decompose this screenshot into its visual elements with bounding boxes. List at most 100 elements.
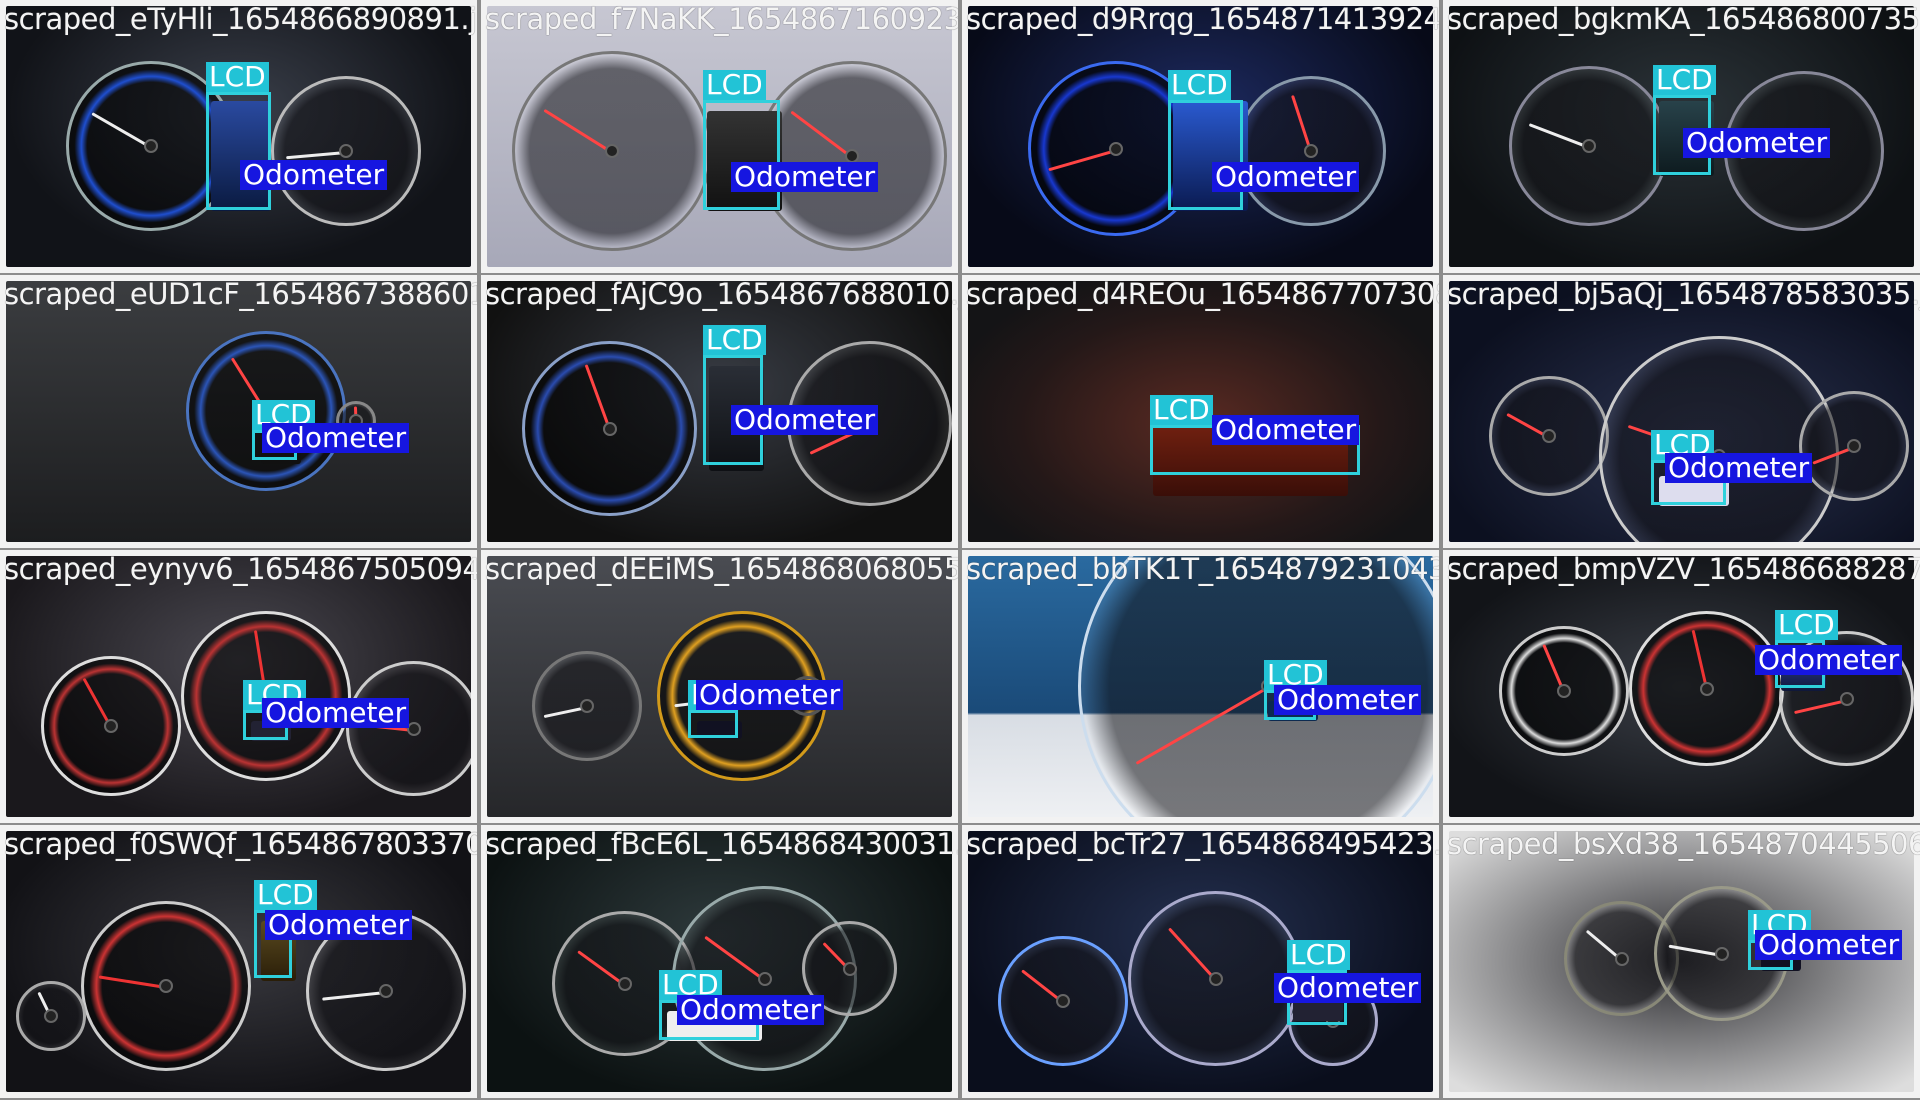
lcd-bounding-box	[688, 710, 738, 738]
lcd-bounding-box	[1168, 100, 1243, 210]
grid-tile: scraped_fAjC9o_1654867688010.jpg LCD Odome…	[481, 275, 958, 548]
dashboard-photo	[1449, 831, 1914, 1092]
gauge-hub	[1847, 439, 1861, 453]
odometer-label: Odometer	[731, 405, 879, 435]
gauge-hub	[1714, 946, 1729, 961]
gauge-dial	[346, 661, 471, 796]
odometer-label: Odometer	[1683, 128, 1831, 158]
lcd-label: LCD	[1150, 395, 1213, 425]
gauge-dial	[1236, 76, 1386, 226]
odometer-label: Odometer	[1212, 162, 1360, 192]
grid-tile: scraped_fBcE6L_1654868430031.jpg LCD Odome…	[481, 825, 958, 1098]
dashboard-photo	[1449, 556, 1914, 817]
dashboard-photo	[6, 831, 471, 1092]
instrument-display	[707, 111, 782, 211]
gauge-hub	[1582, 139, 1596, 153]
image-filename: scraped_fBcE6L_1654868430031.jpg	[485, 827, 958, 861]
image-filename: scraped_bbTK1T_1654879231043.jpg	[966, 552, 1439, 586]
gauge-hub	[44, 1009, 58, 1023]
lcd-label: LCD	[1168, 70, 1231, 100]
image-filename: scraped_dEEiMS_1654868068055.jpg	[485, 552, 958, 586]
gauge-hub	[1839, 691, 1854, 706]
grid-tile: scraped_d4REOu_1654867707308.jpg LCDOdome…	[962, 275, 1439, 548]
grid-tile: scraped_bcTr27_1654868495423.jpg LCD Odome…	[962, 825, 1439, 1098]
lcd-bounding-box	[703, 100, 780, 210]
image-filename: scraped_eUD1cF_1654867388601.jpg	[4, 277, 477, 311]
gauge-hub	[757, 971, 772, 986]
dashboard-photo	[487, 6, 952, 267]
grid-tile: scraped_dEEiMS_1654868068055.jpgLCDOdome…	[481, 550, 958, 823]
odometer-label: Odometer	[1755, 645, 1903, 675]
gauge-hub	[1699, 681, 1714, 696]
lcd-label: LCD	[254, 880, 317, 910]
dashboard-photo	[487, 831, 952, 1092]
image-filename: scraped_bgkmKA_1654868007352.jpg	[1447, 2, 1920, 36]
lcd-label: LCD	[206, 62, 269, 92]
grid-tile: scraped_bj5aQj_1654878583035.jpg LCD Odome…	[1443, 275, 1920, 548]
grid-tile: scraped_f7NaKK_1654867160923.jpg LCD Odome…	[481, 0, 958, 273]
image-filename: scraped_eTyHli_1654866890891.jpg	[4, 2, 477, 36]
gauge-hub	[104, 719, 118, 733]
image-filename: scraped_d4REOu_1654867707308.jpg	[966, 277, 1439, 311]
gauge-hub	[406, 721, 421, 736]
gauge-hub	[605, 144, 619, 158]
odometer-label: Odometer	[696, 680, 844, 710]
gauge-hub	[1542, 429, 1556, 443]
gauge-hub	[1614, 951, 1629, 966]
dashboard-photo	[1449, 6, 1914, 267]
gauge-hub	[617, 976, 632, 991]
grid-tile: scraped_eynyv6_1654867505094.jpgLCDOdome…	[0, 550, 477, 823]
odometer-label: Odometer	[731, 162, 879, 192]
odometer-label: Odometer	[1274, 973, 1422, 1003]
lcd-label: LCD	[1653, 65, 1716, 95]
odometer-label: Odometer	[262, 698, 410, 728]
lcd-label: LCD	[1287, 940, 1350, 970]
image-filename: scraped_f7NaKK_1654867160923.jpg	[485, 2, 958, 36]
grid-tile: scraped_eUD1cF_1654867388601.jpgLCDOdome…	[0, 275, 477, 548]
grid-tile: scraped_d9Rrqg_1654871413924.jpg LCD Odome…	[962, 0, 1439, 273]
image-filename: scraped_f0SWQf_1654867803370.jpg	[4, 827, 477, 861]
gauge-hub	[379, 984, 393, 998]
grid-tile: scraped_bgkmKA_1654868007352.jpg LCD Odome…	[1443, 0, 1920, 273]
dashboard-photo	[6, 281, 471, 542]
gauge-hub	[1208, 971, 1223, 986]
grid-tile: scraped_bsXd38_1654870445506.jpgLCDOdome…	[1443, 825, 1920, 1098]
odometer-label: Odometer	[265, 910, 413, 940]
gauge-hub	[580, 699, 594, 713]
image-filename: scraped_eynyv6_1654867505094.jpg	[4, 552, 477, 586]
gauge-hub	[339, 144, 353, 158]
odometer-label: Odometer	[1665, 453, 1813, 483]
dashboard-photo	[6, 556, 471, 817]
instrument-display	[211, 101, 271, 211]
gauge-dial	[16, 981, 86, 1051]
odometer-label: Odometer	[1755, 930, 1903, 960]
odometer-label: Odometer	[262, 423, 410, 453]
gauge-hub	[1557, 684, 1571, 698]
gauge-hub	[159, 979, 173, 993]
odometer-label: Odometer	[1212, 415, 1360, 445]
odometer-label: Odometer	[677, 995, 825, 1025]
lcd-label: LCD	[1775, 610, 1838, 640]
gauge-hub	[1056, 994, 1070, 1008]
image-filename: scraped_bcTr27_1654868495423.jpg	[966, 827, 1439, 861]
lcd-bounding-box	[206, 92, 271, 210]
gauge-hub	[144, 139, 158, 153]
dashboard-photo	[968, 6, 1433, 267]
gauge-hub	[602, 421, 617, 436]
lcd-label: LCD	[703, 325, 766, 355]
image-filename: scraped_bsXd38_1654870445506.jpg	[1447, 827, 1920, 861]
odometer-label: Odometer	[1274, 685, 1422, 715]
instrument-display	[697, 721, 742, 739]
dashboard-photo	[968, 831, 1433, 1092]
grid-tile: scraped_bbTK1T_1654879231043.jpgLCDOdome…	[962, 550, 1439, 823]
dashboard-photo	[1449, 281, 1914, 542]
gauge-hub	[1304, 144, 1318, 158]
image-filename: scraped_bmpVZV_1654866882879.jpg	[1447, 552, 1920, 586]
image-filename: scraped_d9Rrqg_1654871413924.jpg	[966, 2, 1439, 36]
image-filename: scraped_fAjC9o_1654867688010.jpg	[485, 277, 958, 311]
image-filename: scraped_bj5aQj_1654878583035.jpg	[1447, 277, 1920, 311]
lcd-label: LCD	[703, 70, 766, 100]
gauge-hub	[842, 961, 857, 976]
gauge-hub	[1108, 141, 1123, 156]
